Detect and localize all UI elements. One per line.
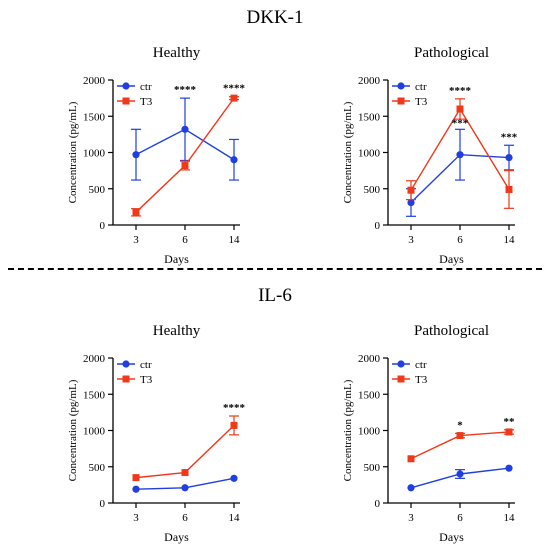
y-tick-label: 2000 xyxy=(83,75,106,87)
legend-marker-ctr xyxy=(122,82,130,90)
data-point-t3 xyxy=(132,208,140,216)
x-tick-label: 6 xyxy=(182,512,188,524)
chart-title: Pathological xyxy=(414,45,489,61)
legend-marker-t3 xyxy=(122,97,130,105)
data-point-t3 xyxy=(230,94,238,102)
data-point-ctr xyxy=(505,153,513,162)
y-tick-label: 1000 xyxy=(83,426,106,438)
x-tick-label: 3 xyxy=(133,234,139,246)
dashed-divider xyxy=(8,268,542,270)
significance-label: **** xyxy=(223,402,246,414)
significance-label: * xyxy=(457,419,463,431)
legend-marker-ctr xyxy=(122,360,130,368)
section-title-il6: IL-6 xyxy=(258,285,292,306)
data-point-ctr xyxy=(456,151,464,159)
significance-label: **** xyxy=(174,84,197,96)
chart-dkk1-pathological: Pathological 0 500 1000 1500 2000 3 6 14 Days Conc… xyxy=(342,45,518,266)
x-tick-label: 6 xyxy=(457,234,463,246)
y-axis-label: Concentration (pg/mL) xyxy=(342,101,354,203)
y-tick-label: 1500 xyxy=(358,111,381,123)
legend-label-t3: T3 xyxy=(140,374,153,386)
legend-label-t3: T3 xyxy=(140,96,153,108)
data-point-t3 xyxy=(456,105,464,113)
significance-label: ** xyxy=(504,416,516,428)
x-tick-label: 14 xyxy=(229,512,241,524)
x-tick-label: 14 xyxy=(504,512,516,524)
data-point-t3 xyxy=(407,455,415,463)
y-tick-label: 1500 xyxy=(358,389,381,401)
data-point-t3 xyxy=(456,432,464,440)
chart-title: Healthy xyxy=(153,45,201,61)
y-tick-label: 0 xyxy=(375,498,381,510)
x-tick-label: 6 xyxy=(182,234,188,246)
chart-title: Healthy xyxy=(153,323,201,339)
y-tick-label: 1500 xyxy=(83,111,106,123)
y-tick-label: 1000 xyxy=(358,148,381,160)
y-tick-label: 0 xyxy=(100,498,106,510)
x-axis-label: Days xyxy=(439,252,464,266)
y-tick-label: 2000 xyxy=(358,353,381,365)
y-tick-label: 1000 xyxy=(83,148,106,160)
data-point-t3 xyxy=(505,185,513,193)
y-tick-label: 2000 xyxy=(358,75,381,87)
legend-marker-t3 xyxy=(397,375,405,383)
data-point-t3 xyxy=(505,428,513,436)
y-axis-label: Concentration (pg/mL) xyxy=(67,379,79,481)
data-point-t3 xyxy=(132,474,140,482)
chart-il6-pathological: Pathological 0 500 1000 1500 2000 3 6 14 Days Conc… xyxy=(342,323,516,544)
legend-marker-t3 xyxy=(397,97,405,105)
significance-label: *** xyxy=(452,118,469,130)
y-tick-label: 500 xyxy=(89,184,106,196)
x-tick-label: 14 xyxy=(229,234,241,246)
data-point-ctr xyxy=(132,151,140,159)
legend-label-ctr: ctr xyxy=(415,81,427,93)
legend-marker-ctr xyxy=(397,360,405,368)
significance-label: **** xyxy=(449,85,472,97)
x-tick-label: 3 xyxy=(408,512,414,524)
y-tick-label: 0 xyxy=(375,220,381,232)
data-point-t3 xyxy=(407,186,415,194)
chart-il6-healthy: Healthy 0 500 1000 1500 2000 3 6 14 Days Concentra… xyxy=(67,323,246,544)
legend-label-t3: T3 xyxy=(415,96,428,108)
legend-label-ctr: ctr xyxy=(140,81,152,93)
x-tick-label: 14 xyxy=(504,234,516,246)
y-tick-label: 1500 xyxy=(83,389,106,401)
legend-marker-t3 xyxy=(122,375,130,383)
legend-marker-ctr xyxy=(397,82,405,90)
x-axis-label: Days xyxy=(164,530,189,544)
legend-label-ctr: ctr xyxy=(140,359,152,371)
y-axis-label: Concentration (pg/mL) xyxy=(67,101,79,203)
y-tick-label: 2000 xyxy=(83,353,106,365)
data-point-ctr xyxy=(456,470,464,478)
y-axis-label: Concentration (pg/mL) xyxy=(342,379,354,481)
data-point-ctr xyxy=(407,198,415,207)
chart-title: Pathological xyxy=(414,323,489,339)
data-point-ctr xyxy=(230,474,238,482)
y-tick-label: 500 xyxy=(364,184,381,196)
section-title-dkk1: DKK-1 xyxy=(246,7,304,28)
y-tick-label: 1000 xyxy=(358,426,381,438)
significance-label: *** xyxy=(501,131,518,143)
chart-dkk1-healthy: Healthy 0 500 1000 1500 2000 3 6 14 Days Concentra… xyxy=(67,45,246,266)
x-tick-label: 3 xyxy=(408,234,414,246)
data-point-ctr xyxy=(181,125,189,133)
x-tick-label: 6 xyxy=(457,512,463,524)
data-point-ctr xyxy=(505,464,513,472)
data-point-ctr xyxy=(181,484,189,492)
data-point-t3 xyxy=(230,421,238,429)
data-point-ctr xyxy=(230,156,238,164)
x-tick-label: 3 xyxy=(133,512,139,524)
y-tick-label: 500 xyxy=(89,462,106,474)
x-axis-label: Days xyxy=(439,530,464,544)
legend-label-ctr: ctr xyxy=(415,359,427,371)
data-point-ctr xyxy=(132,485,140,493)
y-tick-label: 500 xyxy=(364,462,381,474)
x-axis-label: Days xyxy=(164,252,189,266)
data-point-t3 xyxy=(181,162,189,170)
significance-label: **** xyxy=(223,83,246,95)
data-point-ctr xyxy=(407,484,415,492)
data-point-t3 xyxy=(181,469,189,477)
y-tick-label: 0 xyxy=(100,220,106,232)
legend-label-t3: T3 xyxy=(415,374,428,386)
